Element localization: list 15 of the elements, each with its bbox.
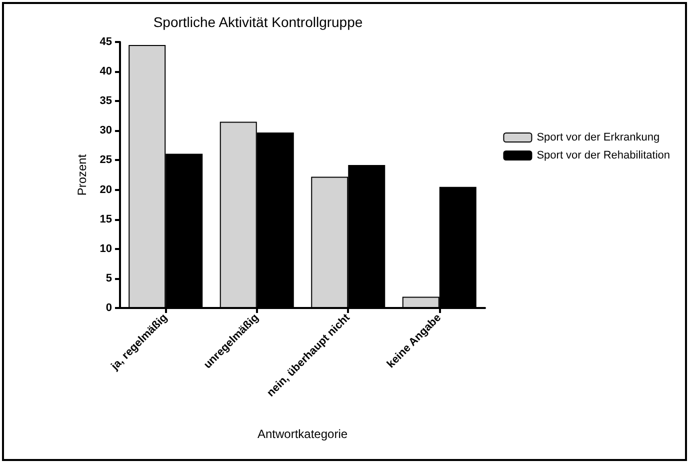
- y-tick-label: 25: [100, 154, 112, 166]
- chart-title: Sportliche Aktivität Kontrollgruppe: [153, 14, 363, 30]
- x-axis-title: Antwortkategorie: [257, 427, 348, 441]
- y-tick-label: 5: [106, 272, 112, 284]
- y-axis-title: Prozent: [75, 154, 89, 196]
- y-tick-label: 45: [100, 36, 112, 48]
- y-tick-label: 30: [100, 124, 112, 137]
- legend-label: Sport vor der Erkrankung: [536, 132, 660, 144]
- y-tick-label: 35: [100, 95, 112, 108]
- y-tick-label: 20: [100, 184, 112, 196]
- y-tick-label: 0: [106, 302, 112, 314]
- y-tick-label: 10: [100, 242, 112, 255]
- y-tick-label: 40: [100, 66, 112, 78]
- legend-label: Sport vor der Rehabilitation: [536, 150, 670, 162]
- y-tick-label: 15: [100, 213, 112, 226]
